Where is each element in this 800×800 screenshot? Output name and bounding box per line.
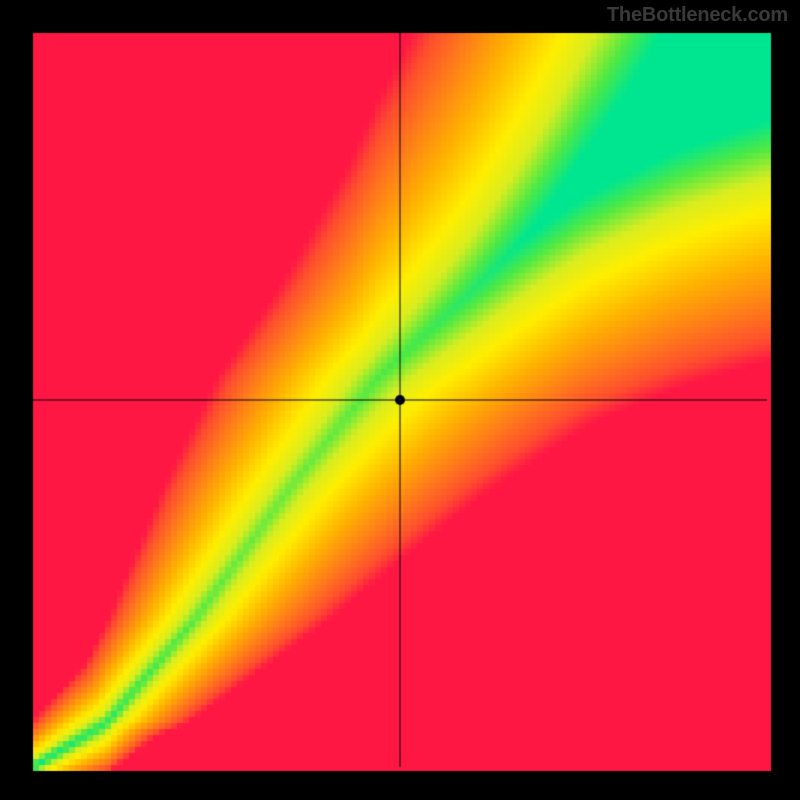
bottleneck-heatmap-canvas: [0, 0, 800, 800]
watermark-label: TheBottleneck.com: [607, 4, 788, 27]
chart-container: TheBottleneck.com: [0, 0, 800, 800]
